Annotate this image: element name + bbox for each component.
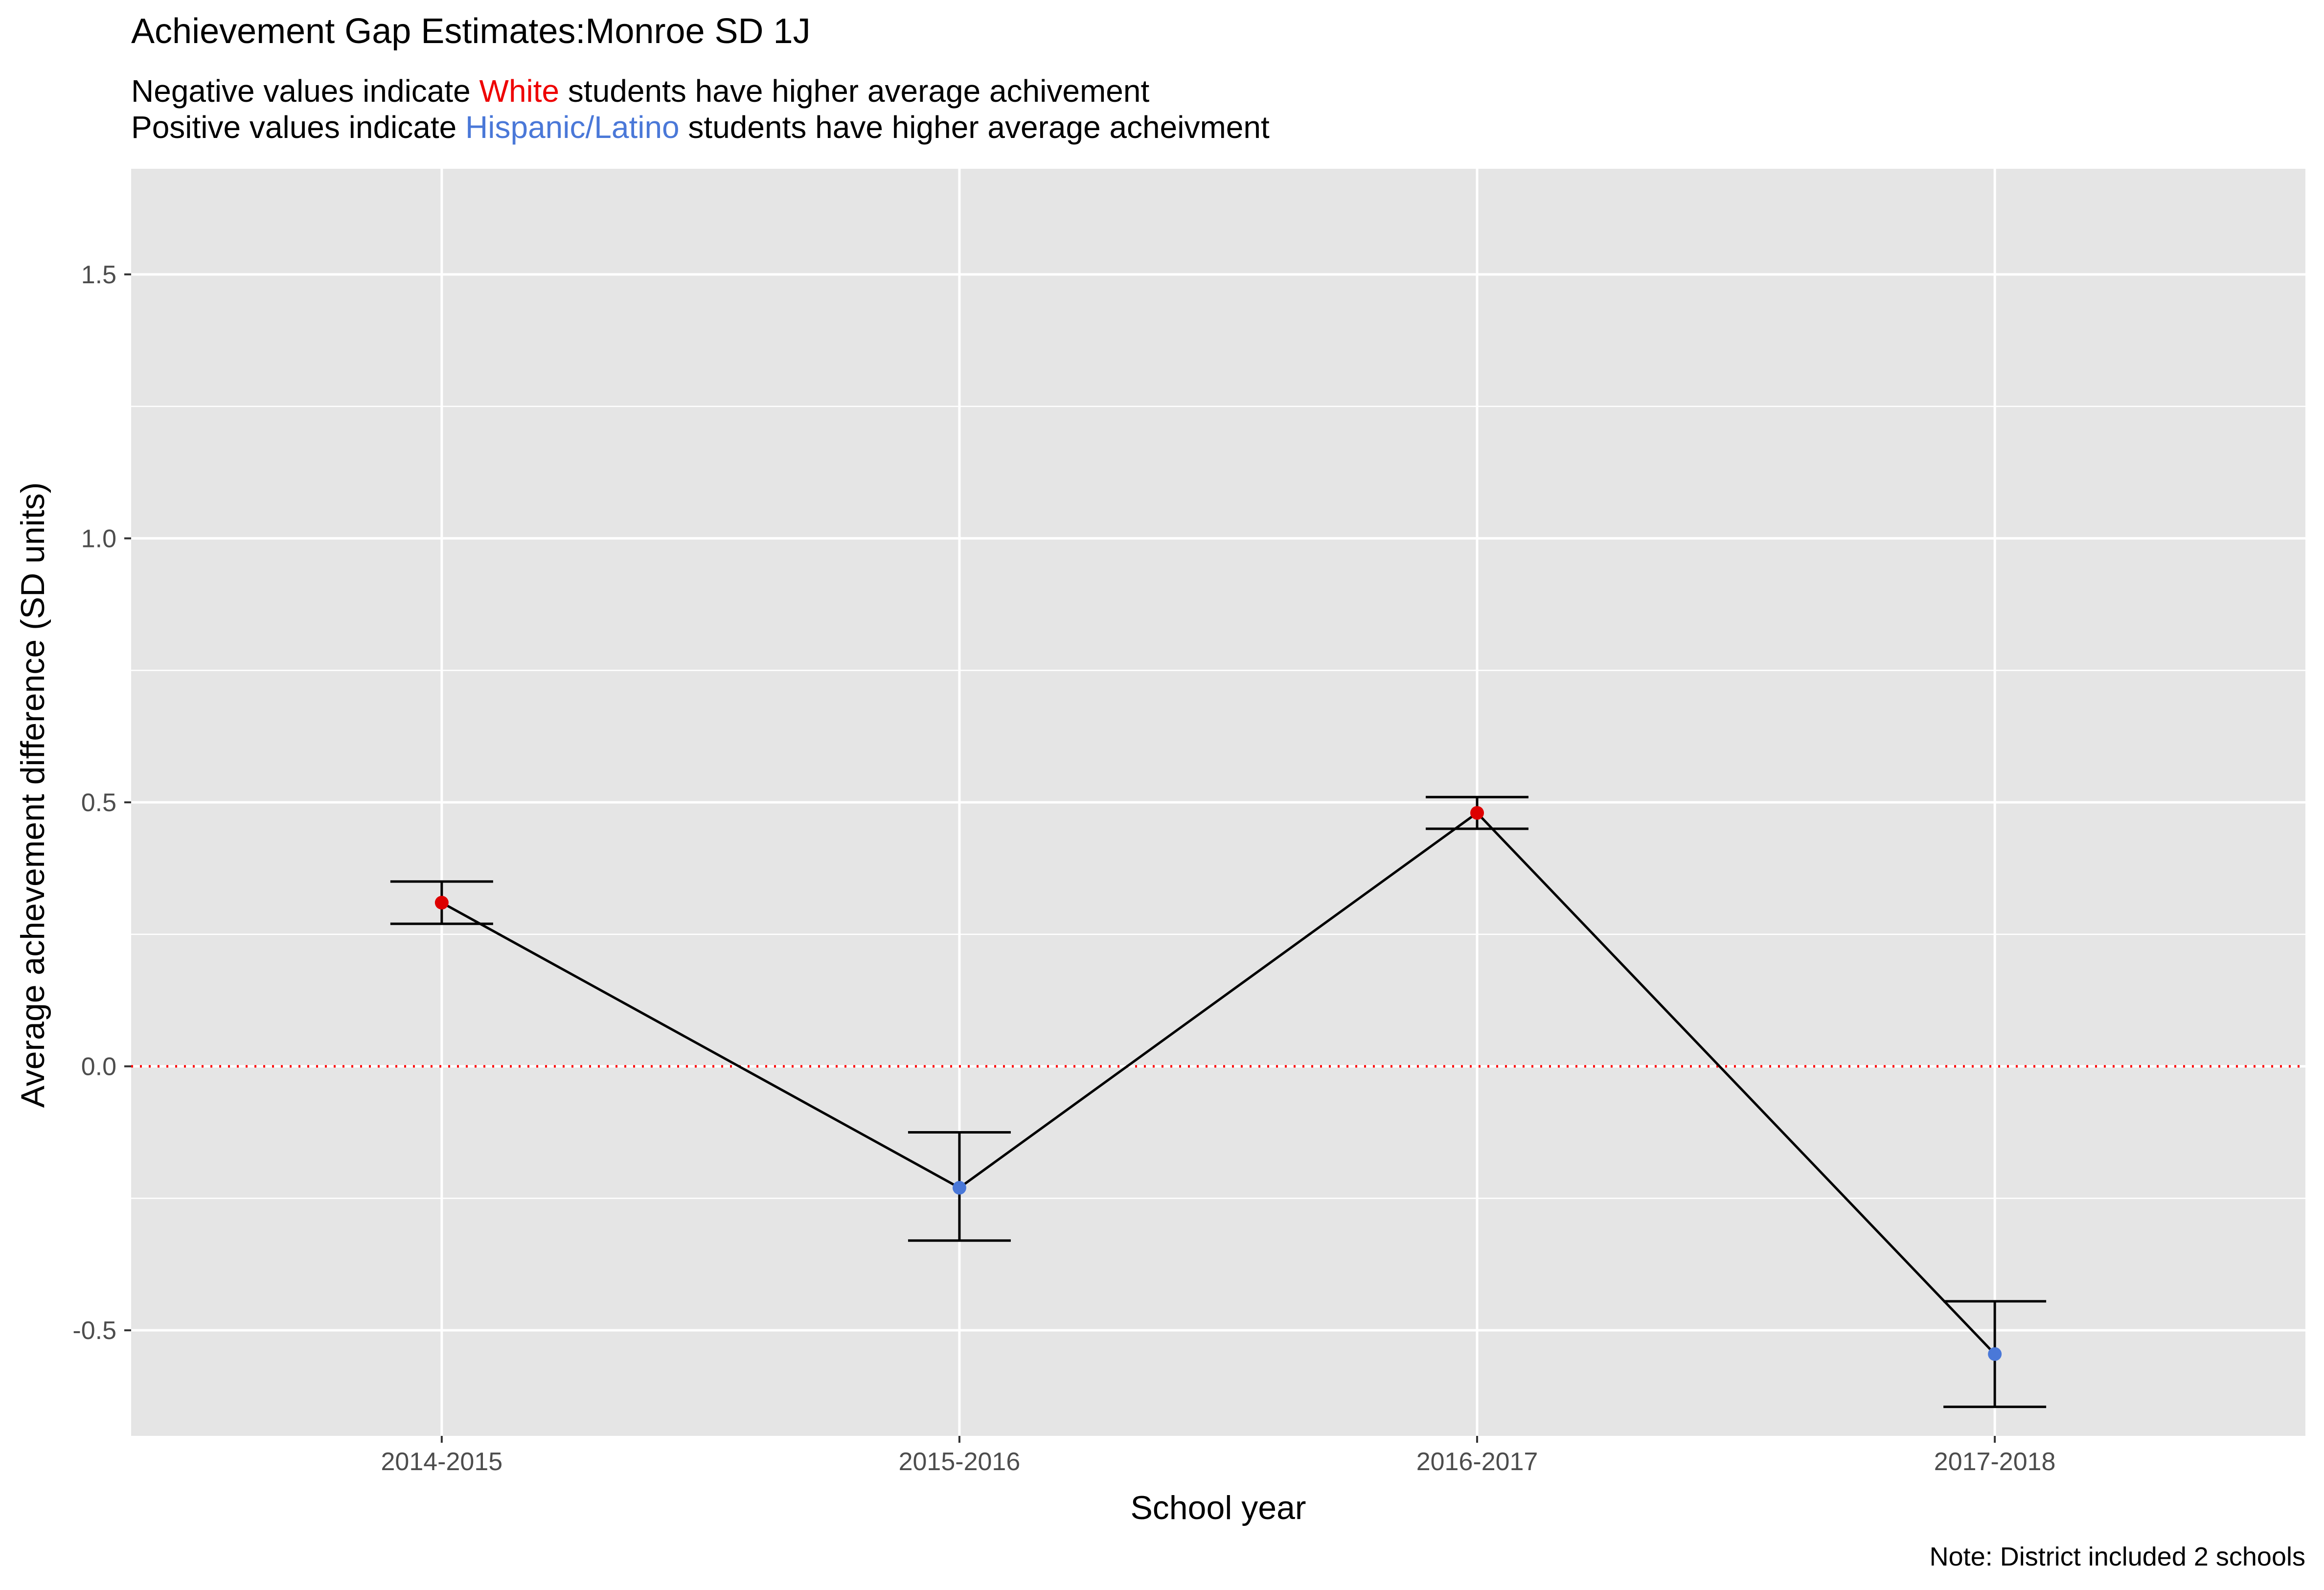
x-tick-label: 2015-2016: [899, 1448, 1021, 1476]
subtitle-2-part-2: Hispanic/Latino: [465, 110, 680, 145]
x-tick-label: 2014-2015: [381, 1448, 503, 1476]
subtitle-2-part-1: Positive values indicate: [131, 110, 465, 145]
subtitle-1-part-1: Negative values indicate: [131, 73, 479, 109]
data-point: [434, 896, 449, 910]
y-tick-label: 1.5: [81, 261, 116, 289]
y-tick-label: 0.0: [81, 1053, 116, 1081]
chart-title: Achievement Gap Estimates:Monroe SD 1J: [131, 12, 811, 51]
subtitle-2-part-3: students have higher average acheivment: [680, 110, 1270, 145]
chart-subtitle-line-1: Negative values indicate White students …: [131, 73, 1149, 109]
subtitle-1-part-3: students have higher average achivement: [559, 73, 1149, 109]
y-tick-label: 0.5: [81, 789, 116, 817]
y-tick-label: -0.5: [72, 1317, 116, 1345]
y-axis-label: Average achevement difference (SD units): [14, 482, 51, 1108]
error-bars: [390, 795, 2047, 1408]
y-tick-label: 1.0: [81, 524, 116, 553]
data-point: [952, 1181, 966, 1195]
x-tick-label: 2016-2017: [1416, 1448, 1538, 1476]
x-axis-ticks: 2014-2015 2015-2016 2016-2017 2017-2018: [381, 1436, 2056, 1476]
y-axis-ticks: -0.5 0.0 0.5 1.0 1.5: [72, 261, 131, 1345]
series-line: [441, 811, 1996, 1355]
chart-caption: Note: District included 2 schools: [1930, 1542, 2305, 1571]
subtitle-1-part-2: White: [479, 73, 560, 109]
data-point: [1470, 806, 1484, 820]
x-axis-label: School year: [1130, 1489, 1306, 1526]
chart-subtitle-line-2: Positive values indicate Hispanic/Latino…: [131, 110, 1270, 145]
x-tick-label: 2017-2018: [1934, 1448, 2056, 1476]
data-points: [434, 806, 2002, 1361]
series-line-layer: [441, 811, 1996, 1355]
chart-titles: Achievement Gap Estimates:Monroe SD 1J N…: [131, 12, 1270, 145]
data-point: [1988, 1347, 2002, 1361]
